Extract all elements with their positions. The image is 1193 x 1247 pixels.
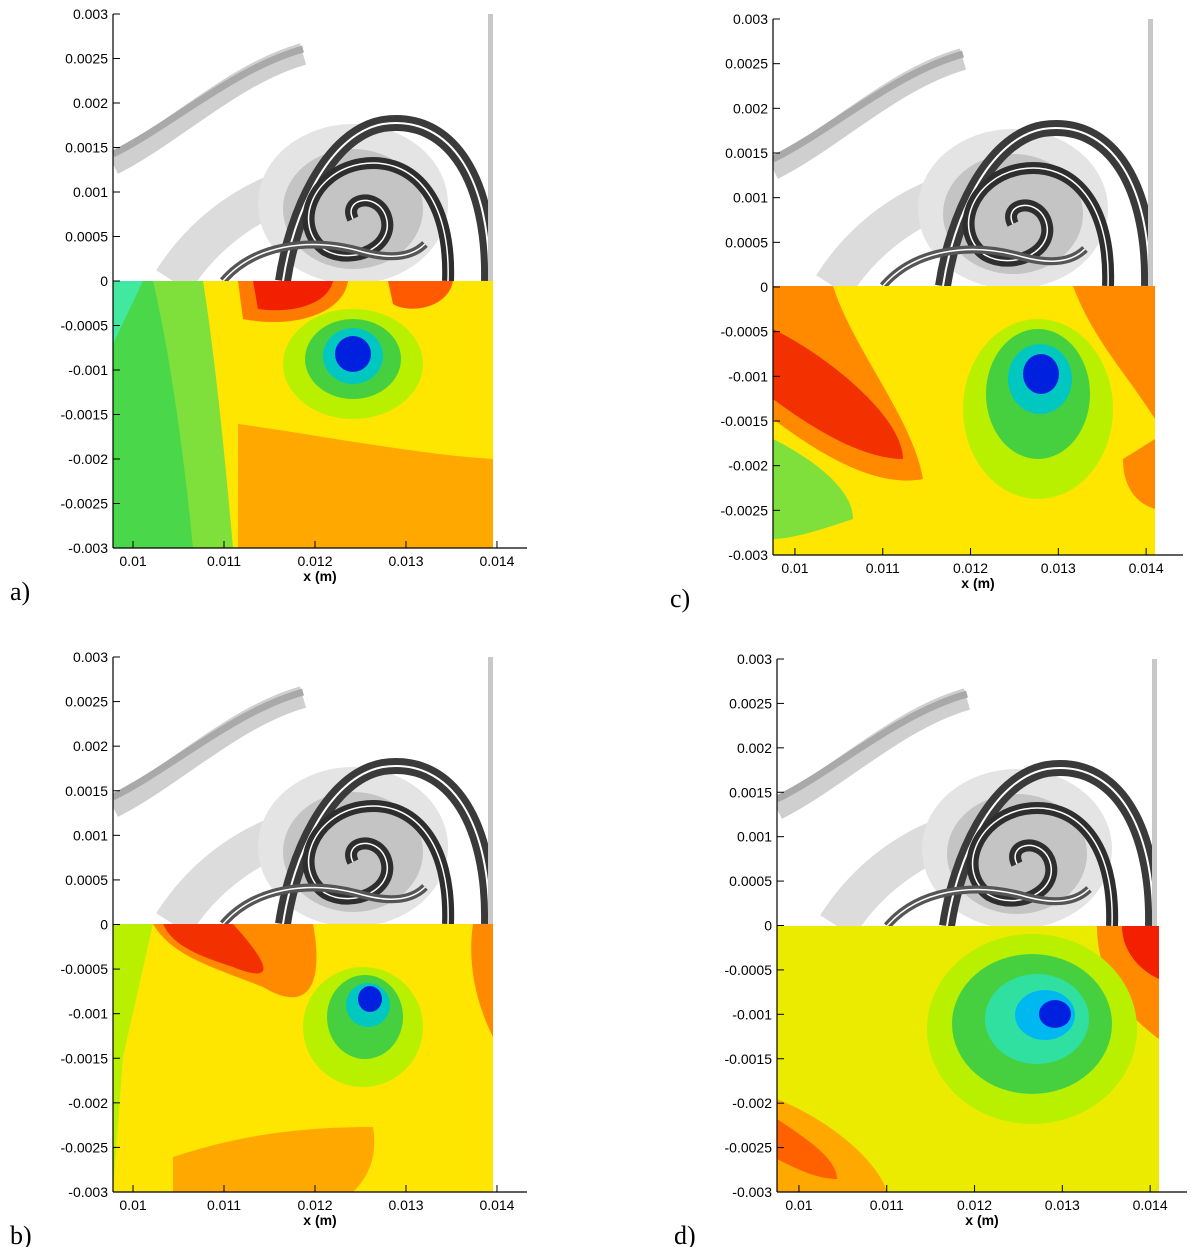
y-tick-label: -0.001: [728, 368, 768, 384]
x-axis-label: x (m): [303, 568, 336, 584]
y-tick-label: 0.002: [73, 95, 108, 111]
y-tick-label: -0.0025: [61, 1139, 109, 1155]
y-tick-label: -0.0005: [61, 961, 109, 977]
y-tick-label: 0.001: [737, 829, 772, 845]
panel: 0.003 0.0025 0.002 0.0015 0.001 0.0005 0 -0.000…: [674, 651, 1187, 1247]
y-tick-label: -0.002: [68, 1095, 108, 1111]
y-tick-label: 0: [100, 273, 108, 289]
y-tick-label: -0.001: [732, 1006, 772, 1022]
x-tick-label: 0.013: [1045, 1197, 1080, 1213]
y-tick-label: 0.0005: [725, 234, 768, 250]
y-tick-label: 0.001: [733, 190, 768, 206]
y-tick-label: 0.003: [73, 649, 108, 665]
x-tick-label: 0.014: [1133, 1197, 1168, 1213]
y-tick-label: 0.003: [737, 651, 772, 667]
y-tick-label: -0.003: [68, 1184, 108, 1200]
x-tick-label: 0.012: [957, 1197, 992, 1213]
y-tick-label: -0.002: [728, 458, 768, 474]
panel: 0.003 0.0025 0.002 0.0015 0.001 0.0005 0 -0.000…: [10, 649, 527, 1247]
panel: 0.003 0.0025 0.002 0.0015 0.001 0.0005 0 -0.000…: [670, 11, 1183, 613]
y-tick-label: 0.003: [73, 6, 108, 22]
y-tick-label: -0.001: [68, 1006, 108, 1022]
y-tick-label: -0.0025: [721, 502, 769, 518]
x-tick-label: 0.013: [388, 1197, 423, 1213]
y-tick-label: -0.0005: [721, 324, 769, 340]
x-tick-label: 0.014: [479, 553, 514, 569]
x-tick-label: 0.012: [297, 1197, 332, 1213]
y-tick-label: -0.0005: [725, 962, 773, 978]
y-tick-label: 0.0005: [65, 872, 108, 888]
x-tick-label: 0.01: [119, 1197, 146, 1213]
y-tick-label: 0.0025: [725, 56, 768, 72]
x-tick-label: 0.011: [870, 1197, 904, 1213]
x-tick-label: 0.014: [1129, 560, 1164, 576]
y-tick-label: 0.0025: [65, 51, 108, 67]
x-tick-label: 0.011: [207, 553, 241, 569]
panel-label: a): [10, 577, 30, 606]
y-tick-label: 0: [764, 918, 772, 934]
y-tick-label: 0.0015: [65, 783, 108, 799]
y-tick-label: 0.0005: [729, 873, 772, 889]
y-tick-label: -0.0005: [61, 318, 109, 334]
y-tick-label: 0.0015: [729, 784, 772, 800]
y-tick-label: 0.0015: [725, 145, 768, 161]
x-tick-label: 0.012: [297, 553, 332, 569]
y-tick-label: -0.003: [68, 540, 108, 556]
y-tick-label: -0.0015: [61, 407, 109, 423]
y-tick-label: -0.0025: [61, 496, 109, 512]
x-tick-label: 0.014: [479, 1197, 514, 1213]
y-tick-label: 0.001: [73, 184, 108, 200]
y-tick-label: 0.0015: [65, 140, 108, 156]
x-tick-label: 0.01: [119, 553, 146, 569]
y-tick-label: -0.0015: [61, 1050, 109, 1066]
x-tick-label: 0.01: [781, 560, 808, 576]
y-tick-label: -0.001: [68, 362, 108, 378]
y-tick-label: 0.0025: [729, 695, 772, 711]
y-tick-label: 0: [760, 279, 768, 295]
y-tick-label: 0: [100, 917, 108, 933]
x-tick-label: 0.013: [1041, 560, 1076, 576]
y-tick-label: -0.002: [68, 451, 108, 467]
y-tick-label: -0.0015: [725, 1051, 773, 1067]
panel-label: d): [674, 1221, 696, 1247]
y-tick-label: 0.002: [733, 100, 768, 116]
y-tick-label: 0.0005: [65, 229, 108, 245]
y-tick-label: 0.003: [733, 11, 768, 27]
x-tick-label: 0.012: [953, 560, 988, 576]
panel-label: b): [10, 1221, 32, 1247]
x-tick-label: 0.011: [866, 560, 900, 576]
x-axis-label: x (m): [965, 1212, 998, 1228]
y-tick-label: -0.003: [728, 547, 768, 563]
y-tick-label: 0.002: [737, 740, 772, 756]
y-tick-label: -0.002: [732, 1095, 772, 1111]
x-tick-label: 0.013: [388, 553, 423, 569]
x-axis-label: x (m): [961, 575, 994, 591]
x-tick-label: 0.01: [785, 1197, 812, 1213]
panel: 0.003 0.0025 0.002 0.0015 0.001 0.0005 0 -0.000…: [10, 6, 527, 606]
y-tick-label: 0.002: [73, 738, 108, 754]
x-tick-label: 0.011: [207, 1197, 241, 1213]
y-tick-label: -0.0015: [721, 413, 769, 429]
y-tick-label: -0.003: [732, 1184, 772, 1200]
panel-label: c): [670, 584, 690, 613]
y-tick-label: 0.001: [73, 827, 108, 843]
x-axis-label: x (m): [303, 1212, 336, 1228]
y-tick-label: 0.0025: [65, 694, 108, 710]
y-tick-label: -0.0025: [725, 1140, 773, 1156]
